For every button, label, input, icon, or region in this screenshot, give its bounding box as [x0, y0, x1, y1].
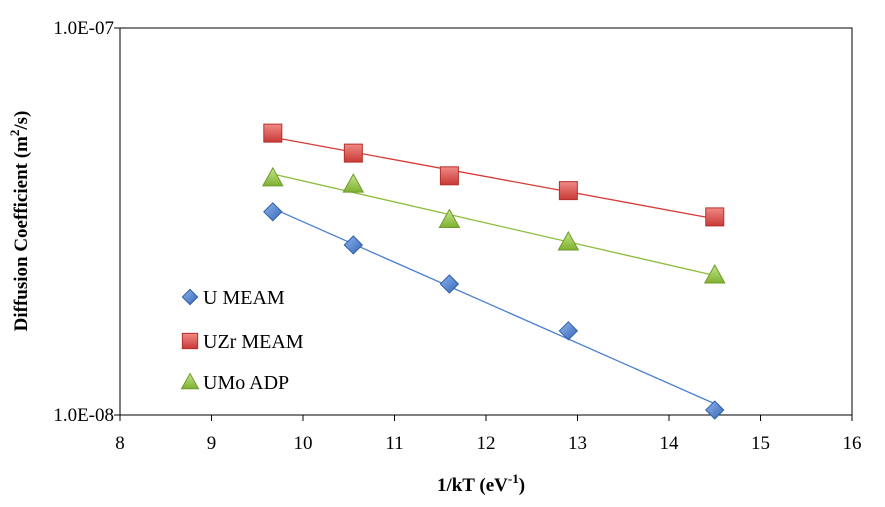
- x-tick-label: 13: [568, 433, 587, 454]
- x-tick-label: 15: [751, 433, 770, 454]
- legend-marker-diamond: [181, 288, 199, 306]
- x-tick-label: 12: [477, 433, 496, 454]
- x-tick-label: 14: [660, 433, 680, 454]
- y-axis-title: Diffusion Coefficient (m2/s): [7, 111, 32, 332]
- legend-label: U MEAM: [203, 287, 285, 309]
- x-tick-label: 9: [207, 433, 217, 454]
- data-point-square: [343, 143, 363, 163]
- data-point-diamond: [343, 235, 364, 255]
- data-point-diamond: [558, 321, 579, 341]
- y-tick-label: 1.0E-08: [53, 405, 114, 426]
- axis-ticks: [114, 27, 853, 421]
- trendline-diamond: [272, 207, 716, 405]
- data-point-triangle: [703, 263, 726, 284]
- legend-label: UMo ADP: [203, 372, 289, 394]
- data-point-square: [705, 207, 725, 227]
- data-point-triangle: [438, 208, 461, 229]
- x-tick-label: 11: [385, 433, 403, 454]
- data-point-triangle: [557, 230, 580, 251]
- y-tick-label: 1.0E-07: [53, 18, 114, 39]
- legend-label: UZr MEAM: [203, 331, 304, 353]
- legend: U MEAM UZr MEAM UMo ADP: [180, 287, 304, 394]
- x-tick-label: 8: [115, 433, 125, 454]
- data-point-square: [263, 123, 283, 143]
- plot-area: [119, 27, 853, 416]
- data-point-diamond: [705, 400, 725, 420]
- data-point-diamond: [439, 274, 460, 294]
- data-point-diamond: [263, 202, 283, 222]
- x-tick-label: 10: [294, 433, 313, 454]
- data-point-triangle: [261, 166, 284, 187]
- x-axis-title: 1/kT (eV-1): [437, 471, 525, 496]
- data-markers: [261, 123, 726, 420]
- y-tick-labels: 1.0E-08 1.0E-07: [53, 18, 114, 426]
- x-tick-label: 16: [843, 433, 862, 454]
- x-tick-labels: 8 9 10 11 12 13 14 15 16: [115, 433, 861, 454]
- legend-marker-triangle: [180, 372, 200, 390]
- data-point-square: [558, 181, 578, 201]
- legend-marker-square: [181, 332, 199, 350]
- data-point-square: [439, 166, 459, 186]
- data-point-triangle: [342, 173, 365, 193]
